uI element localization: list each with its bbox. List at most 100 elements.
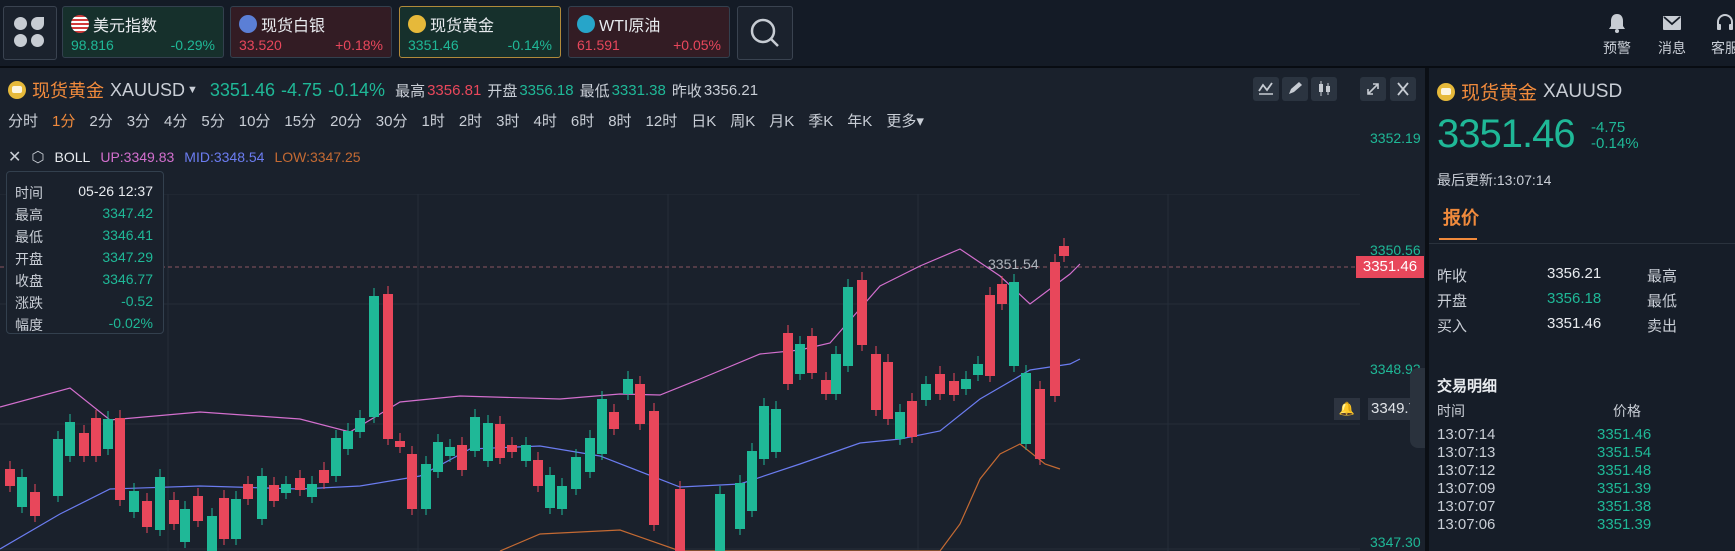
period-tab[interactable]: 月K bbox=[769, 113, 795, 130]
boll-upper-line bbox=[0, 248, 1081, 433]
period-tab[interactable]: 日K bbox=[691, 113, 717, 130]
candle-body bbox=[597, 399, 607, 454]
service-button[interactable]: 客服 bbox=[1695, 12, 1735, 58]
info-value: 05-26 12:37 bbox=[78, 183, 153, 199]
quote-row-label: 买入 bbox=[1437, 318, 1468, 335]
candle-body bbox=[843, 287, 853, 366]
candle-body bbox=[735, 483, 745, 529]
candle-settings-button[interactable] bbox=[1311, 77, 1337, 101]
collapse-button[interactable] bbox=[1360, 77, 1386, 101]
period-tab[interactable]: 6时 bbox=[570, 113, 595, 130]
candle-body bbox=[30, 492, 40, 516]
quote-card-wti[interactable]: WTI原油 61.591 +0.05% bbox=[568, 6, 730, 58]
quote-row-value: 3351.46 bbox=[1547, 315, 1602, 332]
candle-body bbox=[269, 485, 279, 501]
trade-price: 3351.54 bbox=[1597, 444, 1652, 461]
period-tab[interactable]: 2分 bbox=[89, 113, 113, 130]
period-tab[interactable]: 12时 bbox=[645, 113, 678, 130]
trades-title: 交易明细 bbox=[1437, 378, 1498, 395]
period-tab[interactable]: 季K bbox=[808, 113, 834, 130]
candle-body bbox=[407, 454, 417, 509]
search-button[interactable] bbox=[737, 6, 793, 60]
trade-price: 3351.38 bbox=[1597, 498, 1652, 515]
quote-row-label: 最低 bbox=[1647, 293, 1678, 310]
candle-body bbox=[257, 476, 267, 519]
period-tab[interactable]: 3时 bbox=[496, 113, 520, 130]
ohlc-infobox: 时间 05-26 12:37 最高 3347.42 最低 3346.41 开盘 3347… bbox=[6, 171, 164, 334]
boll-up: UP:3349.83 bbox=[100, 149, 175, 165]
candle-icon bbox=[1319, 81, 1330, 96]
candle-body bbox=[331, 438, 341, 476]
panel-divider[interactable] bbox=[1425, 68, 1429, 551]
tab-quote[interactable]: 报价 bbox=[1443, 208, 1479, 228]
quote-price: 98.816 bbox=[71, 37, 114, 53]
candle-body bbox=[635, 384, 645, 424]
quote-row-value: 3356.18 bbox=[1547, 290, 1602, 307]
period-tab[interactable]: 周K bbox=[730, 113, 756, 130]
chevron-down-icon[interactable]: ▼ bbox=[187, 84, 198, 96]
trade-time: 13:07:07 bbox=[1437, 498, 1496, 515]
period-tab[interactable]: 分时 bbox=[8, 113, 39, 130]
period-tab[interactable]: 更多▾ bbox=[886, 113, 924, 130]
mail-icon bbox=[1663, 16, 1681, 30]
symbol-name[interactable]: 现货黄金 bbox=[32, 81, 104, 101]
symbol-code[interactable]: XAUUSD bbox=[110, 79, 186, 100]
period-tab[interactable]: 4分 bbox=[164, 113, 188, 130]
message-button[interactable]: 消息 bbox=[1642, 12, 1702, 58]
candlestick-chart[interactable] bbox=[0, 194, 1425, 551]
period-tab[interactable]: 5分 bbox=[201, 113, 225, 130]
candle-body bbox=[521, 445, 531, 461]
candle-body bbox=[771, 409, 781, 452]
period-tab[interactable]: 1分 bbox=[52, 113, 76, 130]
bell-icon[interactable]: 🔔 bbox=[1334, 398, 1360, 420]
menu-dot-icon bbox=[31, 34, 44, 47]
candle-body bbox=[470, 417, 480, 451]
indicator-icon bbox=[1258, 82, 1273, 95]
expand-sidebar-handle[interactable] bbox=[1410, 368, 1425, 448]
draw-button[interactable] bbox=[1282, 77, 1308, 101]
period-tab[interactable]: 4时 bbox=[533, 113, 557, 130]
last-updated: 最后更新:13:07:14 bbox=[1437, 172, 1552, 188]
period-tab[interactable]: 30分 bbox=[375, 113, 408, 130]
indicator-button[interactable] bbox=[1253, 77, 1279, 101]
app-menu-button[interactable] bbox=[3, 6, 57, 60]
quote-row: 开盘 3356.18 最低 bbox=[1437, 290, 1677, 311]
candle-body bbox=[207, 516, 217, 551]
candle-body bbox=[623, 379, 633, 394]
info-value: -0.02% bbox=[108, 315, 153, 331]
close-icon bbox=[1397, 82, 1409, 96]
tab-underline bbox=[1439, 238, 1477, 240]
candle-body bbox=[747, 451, 757, 511]
period-tab[interactable]: 8时 bbox=[608, 113, 632, 130]
quote-row: 昨收 3356.21 最高 bbox=[1437, 265, 1677, 286]
candle-body bbox=[1050, 262, 1060, 396]
side-price: 3351.46 bbox=[1437, 112, 1576, 156]
period-tab[interactable]: 10分 bbox=[238, 113, 271, 130]
quote-card-usd-index[interactable]: 美元指数 98.816 -0.29% bbox=[62, 6, 224, 58]
quote-row-label: 卖出 bbox=[1647, 318, 1678, 335]
trade-row: 13:07:07 3351.38 bbox=[1437, 498, 1651, 515]
axis-label: 3350.56 bbox=[1370, 242, 1421, 258]
info-value: -0.52 bbox=[121, 293, 153, 309]
period-tab[interactable]: 20分 bbox=[330, 113, 362, 130]
top-bar: 美元指数 98.816 -0.29% 现货白银 33.520 +0.18% 现货… bbox=[0, 0, 1735, 68]
side-symbol-name: 现货黄金 bbox=[1461, 83, 1538, 104]
high-marker-label: 3351.54 bbox=[988, 256, 1039, 272]
settings-hexagon-icon[interactable]: ⬡ bbox=[31, 149, 45, 166]
period-tab[interactable]: 2时 bbox=[458, 113, 483, 130]
close-icon[interactable]: ✕ bbox=[8, 149, 22, 166]
trade-price: 3351.48 bbox=[1597, 462, 1652, 479]
candle-body bbox=[307, 484, 317, 497]
quote-price: 33.520 bbox=[239, 37, 282, 53]
candle-body bbox=[79, 433, 89, 456]
prev-close-value: 3356.21 bbox=[703, 81, 759, 99]
quote-card-silver[interactable]: 现货白银 33.520 +0.18% bbox=[230, 6, 392, 58]
close-chart-button[interactable] bbox=[1390, 77, 1416, 101]
period-tab[interactable]: 15分 bbox=[284, 113, 317, 130]
alert-button[interactable]: 预警 bbox=[1587, 12, 1647, 58]
candle-body bbox=[949, 381, 959, 395]
period-tab[interactable]: 年K bbox=[847, 113, 873, 130]
period-tab[interactable]: 3分 bbox=[126, 113, 151, 130]
period-tab[interactable]: 1时 bbox=[421, 113, 445, 130]
quote-card-gold[interactable]: 现货黄金 3351.46 -0.14% bbox=[399, 6, 561, 58]
